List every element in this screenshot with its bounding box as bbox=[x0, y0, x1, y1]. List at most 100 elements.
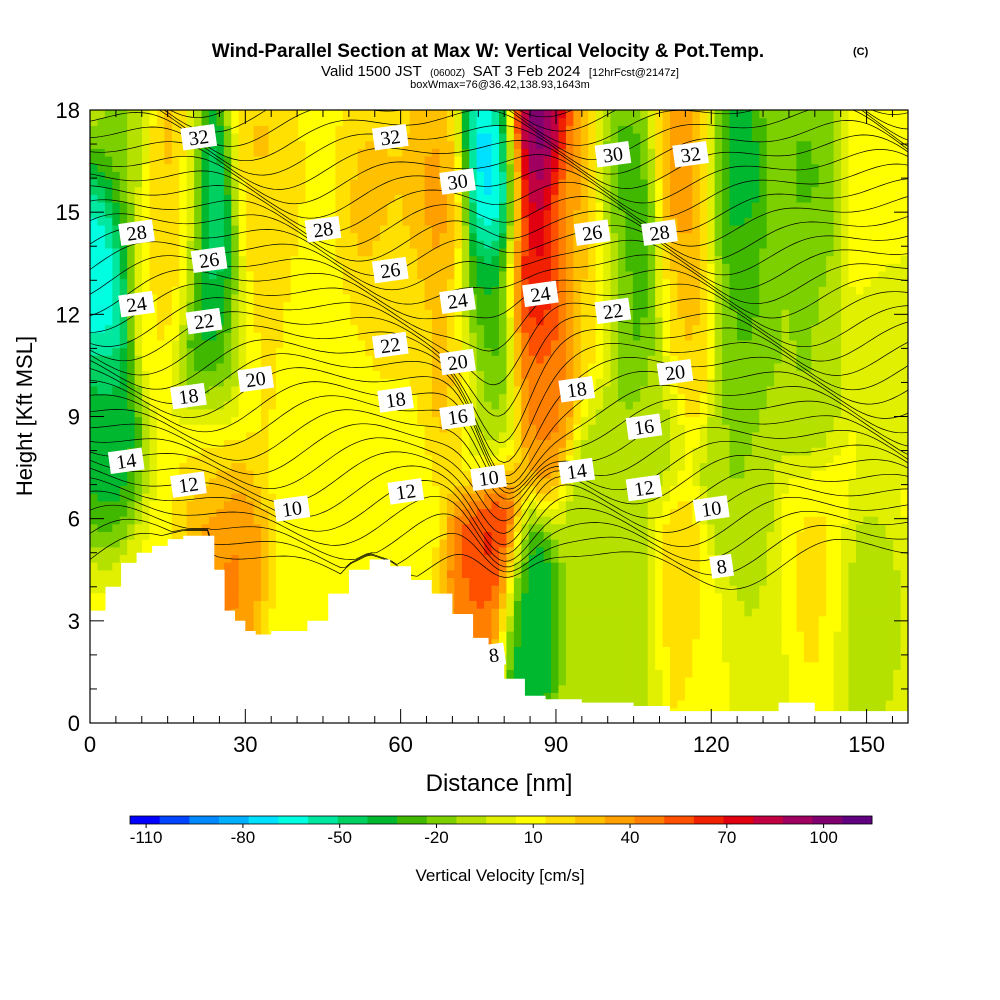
w-cell bbox=[335, 516, 344, 525]
w-cell bbox=[313, 117, 322, 126]
w-cell bbox=[528, 600, 537, 609]
w-cell bbox=[305, 362, 314, 372]
w-cell bbox=[439, 401, 448, 410]
w-cell bbox=[461, 424, 470, 433]
w-cell bbox=[164, 186, 173, 195]
w-cell bbox=[268, 569, 277, 579]
w-cell bbox=[387, 309, 396, 318]
w-cell bbox=[394, 286, 403, 295]
w-cell bbox=[439, 201, 448, 211]
w-cell bbox=[432, 339, 441, 349]
w-cell bbox=[491, 355, 500, 364]
w-cell bbox=[469, 240, 478, 249]
w-cell bbox=[528, 178, 537, 188]
w-cell bbox=[179, 224, 188, 234]
w-cell bbox=[313, 447, 322, 456]
w-cell bbox=[513, 669, 522, 678]
w-cell bbox=[350, 500, 359, 510]
w-cell bbox=[90, 401, 99, 410]
w-cell bbox=[104, 431, 113, 441]
w-cell bbox=[104, 539, 113, 548]
w-cell bbox=[201, 470, 210, 479]
w-cell bbox=[305, 401, 314, 410]
w-cell bbox=[499, 201, 508, 211]
w-cell bbox=[164, 424, 173, 433]
w-cell bbox=[454, 424, 463, 433]
w-cell bbox=[357, 240, 366, 249]
w-cell bbox=[223, 454, 232, 464]
w-cell bbox=[112, 562, 121, 571]
w-cell bbox=[320, 117, 329, 126]
w-cell bbox=[342, 385, 351, 395]
w-cell bbox=[513, 516, 522, 525]
w-cell bbox=[499, 615, 508, 624]
w-cell bbox=[424, 462, 433, 471]
w-cell bbox=[216, 562, 225, 571]
w-cell bbox=[469, 600, 478, 609]
w-cell bbox=[327, 339, 336, 349]
w-cell bbox=[327, 347, 336, 356]
w-cell bbox=[506, 362, 515, 372]
w-cell bbox=[342, 378, 351, 387]
w-cell bbox=[320, 178, 329, 188]
w-cell bbox=[536, 140, 545, 149]
w-cell bbox=[424, 240, 433, 249]
w-cell bbox=[439, 339, 448, 349]
w-cell bbox=[253, 577, 262, 586]
w-cell bbox=[402, 186, 411, 195]
w-cell bbox=[179, 424, 188, 433]
w-cell bbox=[320, 585, 329, 594]
w-cell bbox=[432, 431, 441, 441]
w-cell bbox=[97, 516, 106, 525]
w-cell bbox=[134, 339, 143, 349]
w-cell bbox=[424, 117, 433, 126]
w-cell bbox=[439, 500, 448, 510]
w-cell bbox=[298, 539, 307, 548]
w-cell bbox=[119, 270, 128, 280]
w-cell bbox=[506, 286, 515, 295]
w-cell bbox=[409, 562, 418, 571]
w-cell bbox=[149, 110, 158, 119]
w-cell bbox=[223, 431, 232, 441]
w-cell bbox=[402, 224, 411, 234]
w-cell bbox=[461, 132, 470, 142]
w-cell bbox=[357, 301, 366, 310]
w-cell bbox=[216, 332, 225, 341]
w-cell bbox=[528, 316, 537, 326]
w-cell bbox=[298, 270, 307, 280]
w-cell bbox=[290, 301, 299, 310]
w-cell bbox=[380, 309, 389, 318]
w-cell bbox=[194, 332, 203, 341]
w-cell bbox=[149, 470, 158, 479]
w-cell bbox=[149, 370, 158, 379]
w-cell bbox=[417, 362, 426, 372]
w-cell bbox=[156, 516, 165, 525]
w-cell bbox=[342, 523, 351, 533]
w-cell bbox=[499, 270, 508, 280]
w-cell bbox=[201, 217, 210, 226]
w-cell bbox=[179, 178, 188, 188]
w-cell bbox=[342, 186, 351, 195]
w-cell bbox=[149, 201, 158, 211]
w-cell bbox=[119, 255, 128, 264]
w-cell bbox=[536, 401, 545, 410]
w-cell bbox=[156, 217, 165, 226]
w-cell bbox=[104, 270, 113, 280]
w-cell bbox=[521, 347, 530, 356]
w-cell bbox=[499, 339, 508, 349]
w-cell bbox=[283, 132, 292, 142]
w-cell bbox=[298, 485, 307, 494]
w-cell bbox=[313, 355, 322, 364]
w-cell bbox=[409, 546, 418, 556]
w-cell bbox=[543, 255, 552, 264]
w-cell bbox=[97, 539, 106, 548]
w-cell bbox=[261, 201, 270, 211]
w-cell bbox=[424, 186, 433, 195]
w-cell bbox=[313, 439, 322, 448]
w-cell bbox=[201, 171, 210, 180]
w-cell bbox=[446, 500, 455, 510]
w-cell bbox=[216, 339, 225, 349]
w-cell bbox=[402, 546, 411, 556]
w-cell bbox=[387, 316, 396, 326]
w-cell bbox=[216, 163, 225, 172]
